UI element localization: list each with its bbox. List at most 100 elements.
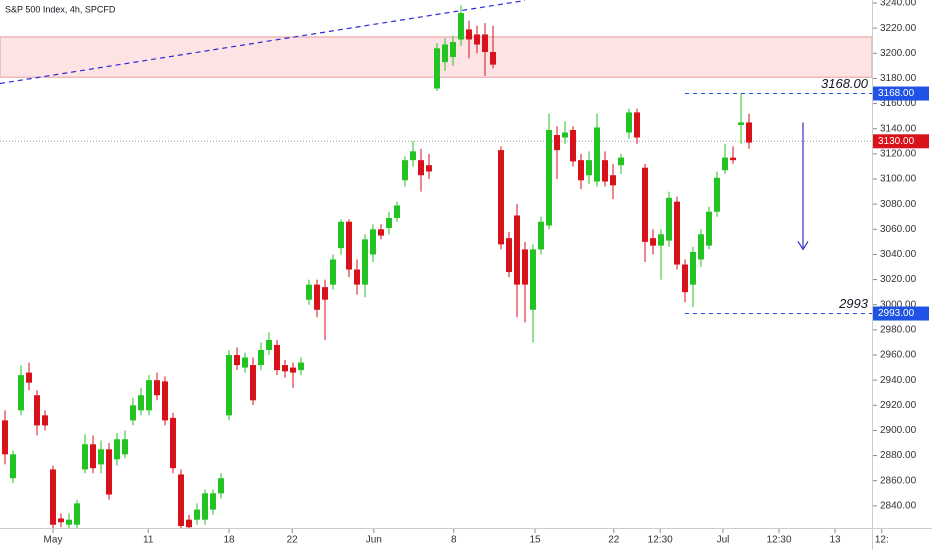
price-tag-label: 3168.00 [878, 88, 915, 99]
candle-body [738, 122, 744, 125]
x-tick-label: 22 [608, 535, 620, 546]
candle-body [354, 269, 360, 285]
level-label: 3168.00 [821, 76, 869, 91]
price-tag [873, 306, 929, 321]
candle-body [442, 44, 448, 63]
y-tick-label: 3200.00 [880, 48, 917, 59]
candle-body [586, 160, 592, 176]
candle-body [50, 469, 56, 525]
y-tick-label: 2840.00 [880, 501, 917, 512]
x-tick-label: 22 [287, 535, 299, 546]
candle-body [466, 29, 472, 40]
candle-body [258, 349, 264, 366]
x-tick-label: May [44, 535, 63, 546]
candle-body [514, 215, 520, 285]
candle-body [482, 34, 488, 53]
candle-body [618, 157, 624, 166]
y-tick-label: 3180.00 [880, 73, 917, 84]
y-tick-label: 3160.00 [880, 98, 917, 109]
candle-body [290, 367, 296, 373]
candle-body [666, 197, 672, 241]
candle-body [490, 52, 496, 65]
candle-body [26, 372, 32, 383]
candle-body [314, 284, 320, 310]
candle-body [106, 449, 112, 495]
x-tick-label: 11 [143, 535, 154, 546]
candle-body [66, 519, 72, 525]
x-tick-label: 12:30 [648, 535, 673, 546]
candle-body [218, 478, 224, 494]
price-tag-label: 3130.00 [878, 136, 915, 147]
candle-body [498, 150, 504, 245]
candle-body [594, 127, 600, 182]
y-tick-label: 3220.00 [880, 23, 917, 34]
candle-body [386, 217, 392, 229]
candle-body [474, 34, 480, 45]
candle-body [578, 160, 584, 181]
x-tick-label: Jun [366, 535, 382, 546]
candle-body [530, 249, 536, 310]
y-tick-label: 3120.00 [880, 149, 917, 160]
candle-body [330, 259, 336, 285]
candle-body [194, 509, 200, 520]
x-tick-label: 18 [223, 535, 235, 546]
plot-area: 3168.00 2993 [0, 0, 872, 528]
candle-body [210, 493, 216, 510]
candle-body [130, 405, 136, 421]
y-tick-label: 2960.00 [880, 350, 917, 361]
x-tick-label: 15 [529, 535, 541, 546]
x-tick-label: 8 [451, 535, 457, 546]
candle-body [2, 420, 8, 455]
y-tick-label: 2980.00 [880, 325, 917, 336]
candle-body [74, 503, 80, 525]
candle-body [10, 454, 16, 479]
price-tag [873, 134, 929, 149]
candle-body [18, 375, 24, 411]
candle-body [34, 395, 40, 426]
candle-body [730, 157, 736, 161]
candle-body [722, 157, 728, 171]
y-tick-label: 2920.00 [880, 400, 917, 411]
trendline [0, 0, 526, 85]
level-label: 2993 [838, 296, 869, 311]
candle-body [298, 362, 304, 371]
candle-body [282, 365, 288, 372]
candle-body [154, 380, 160, 396]
y-tick-label: 3140.00 [880, 123, 917, 134]
x-tick-label: 13 [829, 535, 841, 546]
y-tick-label: 2880.00 [880, 450, 917, 461]
candle-body [242, 357, 248, 368]
candle-body [266, 339, 272, 350]
candle-body [162, 381, 168, 421]
x-tick-label: 12: [875, 535, 889, 546]
y-tick-label: 3240.00 [880, 0, 917, 9]
candle-body [186, 519, 192, 528]
y-tick-label: 2940.00 [880, 375, 917, 386]
candle-body [506, 238, 512, 273]
y-tick-label: 3000.00 [880, 299, 917, 310]
candle-body [626, 112, 632, 133]
candle-body [410, 151, 416, 161]
candle-body [226, 355, 232, 416]
y-tick-label: 3080.00 [880, 199, 917, 210]
y-tick-label: 3100.00 [880, 174, 917, 185]
candle-body [650, 238, 656, 246]
candle-body [610, 175, 616, 186]
candle-body [394, 205, 400, 218]
candle-body [82, 444, 88, 470]
candle-body [122, 439, 128, 455]
candle-body [690, 251, 696, 285]
candle-body [426, 165, 432, 172]
candle-body [698, 234, 704, 260]
candle-body [306, 284, 312, 300]
candle-body [538, 221, 544, 250]
candle-body [562, 132, 568, 138]
candle-body [554, 135, 560, 151]
candle-body [674, 201, 680, 265]
arrow-head [797, 241, 809, 251]
y-tick-label: 2860.00 [880, 475, 917, 486]
chart-title: S&P 500 Index, 4h, SPCFD [5, 4, 116, 14]
